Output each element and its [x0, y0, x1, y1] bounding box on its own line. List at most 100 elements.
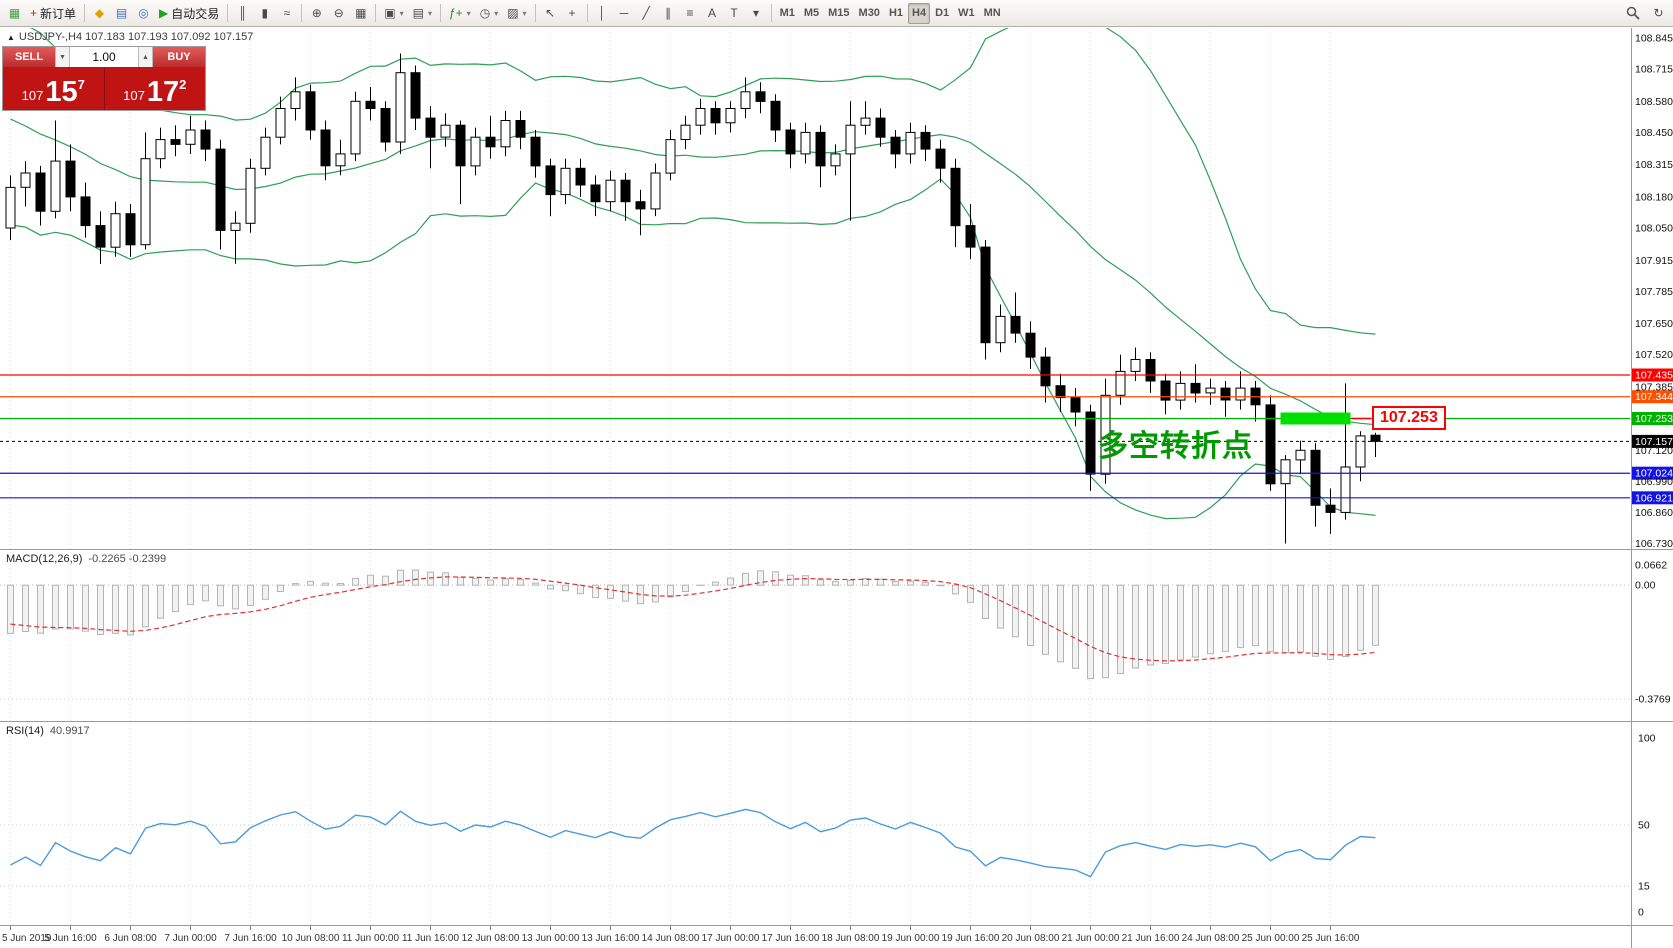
navigator-icon-glyph: ◎ [138, 6, 149, 20]
cursor-button[interactable]: ↖ [540, 3, 561, 24]
trendline-button[interactable]: ╱ [636, 3, 657, 24]
buy-price-display[interactable]: 107 17 2 [105, 67, 206, 110]
search-button[interactable] [1622, 3, 1644, 24]
time-label: 6 Jun 08:00 [104, 933, 157, 944]
chart-window-icon[interactable]: ▦ [4, 3, 25, 24]
tf-m1-button[interactable]: M1 [776, 3, 799, 24]
time-label: 7 Jun 16:00 [224, 933, 277, 944]
crosshair-button[interactable]: + [562, 3, 583, 24]
tf-d1-button[interactable]: D1 [931, 3, 953, 24]
label-button[interactable]: T [724, 3, 745, 24]
svg-text:107.120: 107.120 [1635, 445, 1673, 457]
toolbar-separator [440, 4, 441, 22]
candlestick-chart-glyph: ▮ [261, 6, 269, 20]
svg-text:0: 0 [1638, 907, 1644, 919]
svg-text:107.650: 107.650 [1635, 318, 1673, 330]
tile-windows-button[interactable]: ▦ [350, 3, 371, 24]
svg-text:50: 50 [1638, 820, 1650, 832]
macd-pane [0, 569, 1630, 700]
volume-input[interactable]: 1.00 [70, 47, 138, 67]
market-watch-icon[interactable]: ◆ [89, 3, 110, 24]
tf-m5-button-label: M5 [803, 7, 820, 19]
profiles-button[interactable]: ▤ ▾ [409, 3, 436, 24]
candlestick-chart-button[interactable]: ▮ [254, 3, 275, 24]
shapes-button[interactable]: ▾ [746, 3, 767, 24]
zoom-out-button[interactable]: ⊖ [328, 3, 349, 24]
price-callout-label[interactable]: 107.253 [1372, 406, 1446, 430]
templates-button[interactable]: ▨ ▾ [503, 3, 530, 24]
zoom-in-button[interactable]: ⊕ [306, 3, 327, 24]
svg-text:108.315: 108.315 [1635, 159, 1673, 171]
highlight-rectangle[interactable] [1280, 412, 1351, 425]
data-window-icon[interactable]: ▤ [111, 3, 132, 24]
svg-text:107.520: 107.520 [1635, 349, 1673, 361]
indicators-button[interactable]: ƒ+ ▾ [445, 3, 475, 24]
crosshair-glyph: + [568, 6, 576, 20]
data-window-icon-glyph: ▤ [115, 6, 128, 20]
quick-scroll-button[interactable]: ↻ [1648, 3, 1669, 24]
time-label: 10 Jun 08:00 [282, 933, 340, 944]
buy-price-base: 107 [123, 87, 145, 103]
time-label: 19 Jun 16:00 [942, 933, 1000, 944]
new-chart-button[interactable]: ▣ ▾ [380, 3, 407, 24]
autotrading-button[interactable]: ▶ 自动交易 [155, 3, 223, 24]
text-glyph: A [708, 6, 717, 20]
sell-price-display[interactable]: 107 15 7 [3, 67, 105, 110]
svg-text:108.450: 108.450 [1635, 127, 1673, 139]
line-chart-button[interactable]: ≈ [276, 3, 297, 24]
search-icon [1626, 6, 1640, 20]
toolbar-separator [586, 4, 588, 22]
svg-text:15: 15 [1638, 880, 1650, 892]
time-label: 25 Jun 00:00 [1242, 933, 1300, 944]
tf-w1-button-label: W1 [958, 7, 975, 19]
bar-chart-button[interactable]: ║ [232, 3, 253, 24]
one-click-trading-panel: SELL ▼ 1.00 ▲ BUY 107 15 7 107 17 2 [2, 46, 206, 111]
buy-button[interactable]: BUY [153, 47, 205, 67]
toolbar-separator [227, 4, 229, 22]
time-label: 21 Jun 00:00 [1062, 933, 1120, 944]
fibonacci-button[interactable]: ≡ [680, 3, 701, 24]
time-label: 14 Jun 08:00 [642, 933, 700, 944]
tf-h1-button[interactable]: H1 [885, 3, 907, 24]
bollinger-bands [10, 28, 1376, 520]
svg-text:0.00: 0.00 [1635, 580, 1656, 592]
new-order-button-label: 新订单 [40, 6, 77, 21]
new-order-button[interactable]: + 新订单 [26, 3, 80, 24]
tf-w1-button[interactable]: W1 [954, 3, 979, 24]
tf-mn-button[interactable]: MN [980, 3, 1005, 24]
tf-m30-button[interactable]: M30 [855, 3, 884, 24]
tf-m5-button[interactable]: M5 [800, 3, 823, 24]
tf-h4-button[interactable]: H4 [908, 2, 931, 24]
volume-down-button[interactable]: ▼ [55, 47, 70, 67]
dropdown-arrow-icon: ▾ [466, 8, 471, 18]
symbol-dropdown-icon[interactable]: ▲ [7, 33, 15, 42]
svg-text:0.0662: 0.0662 [1635, 560, 1667, 572]
label-glyph: T [730, 6, 738, 20]
sell-price-sup: 7 [77, 77, 85, 92]
candles [5, 53, 1381, 544]
toolbar-separator [301, 4, 303, 22]
buy-price-big: 17 [146, 76, 180, 109]
navigator-icon[interactable]: ◎ [133, 3, 154, 24]
text-button[interactable]: A [702, 3, 723, 24]
time-label: 13 Jun 00:00 [522, 933, 580, 944]
horizontal-line-button[interactable]: ─ [614, 3, 635, 24]
dropdown-arrow-icon: ▾ [494, 8, 499, 18]
vertical-line-button[interactable]: │ [592, 3, 613, 24]
horizontal-lines[interactable] [0, 374, 1630, 499]
volume-up-button[interactable]: ▲ [138, 47, 153, 67]
chart-window-icon-glyph: ▦ [8, 6, 21, 20]
toolbar-separator [534, 4, 536, 22]
tf-m15-button[interactable]: M15 [824, 3, 853, 24]
svg-text:107.253: 107.253 [1635, 413, 1673, 425]
bar-chart-glyph: ║ [238, 6, 248, 20]
tf-h4-button-label: H4 [912, 7, 927, 19]
channel-button[interactable]: ∥ [658, 3, 679, 24]
sell-button[interactable]: SELL [3, 47, 55, 67]
periods-button[interactable]: ◷ ▾ [476, 3, 503, 24]
svg-text:107.785: 107.785 [1635, 286, 1673, 298]
tf-d1-button-label: D1 [935, 7, 950, 19]
zoom-out-glyph: ⊖ [333, 6, 344, 20]
